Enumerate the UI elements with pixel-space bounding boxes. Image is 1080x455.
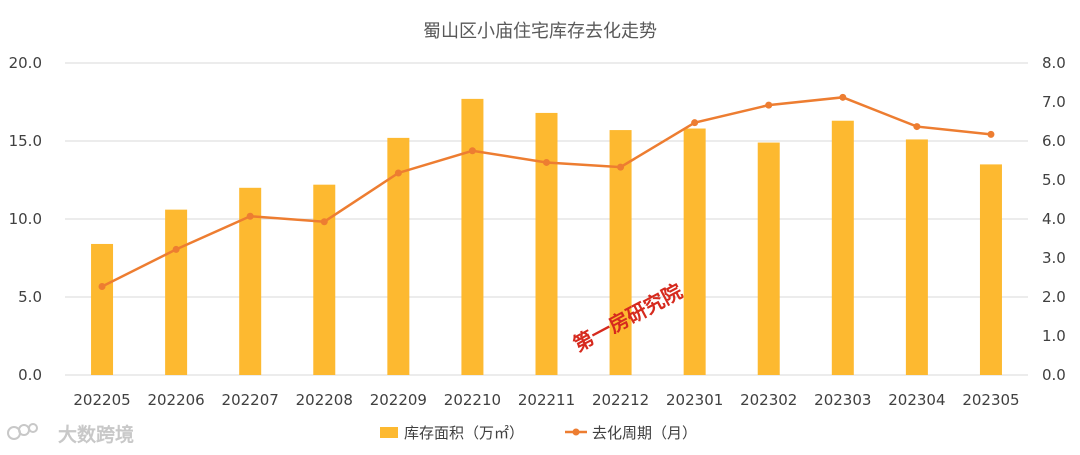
x-tick-label: 202301: [666, 391, 723, 409]
bar: [461, 98, 484, 375]
legend-line-label: 去化周期（月）: [592, 424, 697, 442]
y-left-tick-label: 20.0: [9, 54, 42, 72]
watermark-brand: 大数跨境: [58, 423, 134, 446]
bar: [905, 139, 928, 375]
x-tick-label: 202302: [740, 391, 797, 409]
y-right-tick-label: 3.0: [1042, 249, 1066, 267]
line-point: [98, 282, 106, 290]
x-tick-label: 202211: [518, 391, 575, 409]
line-point: [320, 218, 328, 226]
x-tick-label: 202303: [814, 391, 871, 409]
x-tick-label: 202207: [222, 391, 279, 409]
y-right-tick-label: 1.0: [1042, 327, 1066, 345]
x-tick-label: 202206: [147, 391, 204, 409]
y-right-tick-label: 7.0: [1042, 93, 1066, 111]
y-right-tick-label: 8.0: [1042, 54, 1066, 72]
y-axis-right: 0.0 1.0 2.0 3.0 4.0 5.0 6.0 7.0 8.0: [1042, 54, 1066, 384]
x-tick-label: 202210: [444, 391, 501, 409]
x-tick-label: 202208: [296, 391, 353, 409]
line-point: [394, 169, 402, 177]
legend-bar-swatch: [380, 427, 398, 438]
bar: [609, 130, 632, 375]
x-axis-labels: 202205 202206 202207 202208 202209 202210 2022…: [73, 391, 1019, 409]
x-tick-label: 202212: [592, 391, 649, 409]
y-left-tick-label: 0.0: [18, 366, 42, 384]
line-point: [468, 147, 476, 155]
y-left-tick-label: 15.0: [9, 132, 42, 150]
bar: [683, 128, 706, 375]
line-point: [172, 245, 180, 253]
bar: [387, 137, 410, 375]
x-tick-label: 202305: [962, 391, 1019, 409]
y-right-tick-label: 0.0: [1042, 366, 1066, 384]
bar: [165, 209, 188, 375]
bar: [979, 164, 1002, 375]
line-point: [765, 101, 773, 109]
line-point: [691, 119, 699, 127]
watermark-logo: 大数跨境: [7, 423, 134, 446]
y-right-tick-label: 4.0: [1042, 210, 1066, 228]
x-tick-label: 202209: [370, 391, 427, 409]
y-left-tick-label: 10.0: [9, 210, 42, 228]
x-tick-label: 202205: [73, 391, 130, 409]
bar: [757, 142, 780, 375]
x-tick-label: 202304: [888, 391, 945, 409]
legend-bar-label: 库存面积（万㎡）: [404, 424, 524, 442]
y-right-tick-label: 5.0: [1042, 171, 1066, 189]
bar-series: [91, 98, 1002, 376]
bar: [91, 243, 114, 375]
y-right-tick-label: 6.0: [1042, 132, 1066, 150]
y-left-tick-label: 5.0: [18, 288, 42, 306]
legend: 库存面积（万㎡） 去化周期（月）: [380, 424, 697, 442]
chart-title: 蜀山区小庙住宅库存去化走势: [423, 21, 657, 42]
line-point: [987, 130, 995, 138]
logo-icon: [7, 423, 38, 440]
line-point: [617, 163, 625, 171]
line-point: [246, 212, 254, 220]
line-series: [98, 93, 995, 290]
bar: [313, 184, 336, 375]
y-axis-left: 0.0 5.0 10.0 15.0 20.0: [9, 54, 42, 384]
line-point: [913, 123, 921, 131]
bar: [239, 187, 262, 375]
bar: [831, 120, 854, 375]
bar: [535, 112, 558, 376]
line-point: [543, 158, 550, 166]
y-right-tick-label: 2.0: [1042, 288, 1066, 306]
line-point: [839, 93, 847, 101]
legend-line-marker: [572, 428, 580, 436]
